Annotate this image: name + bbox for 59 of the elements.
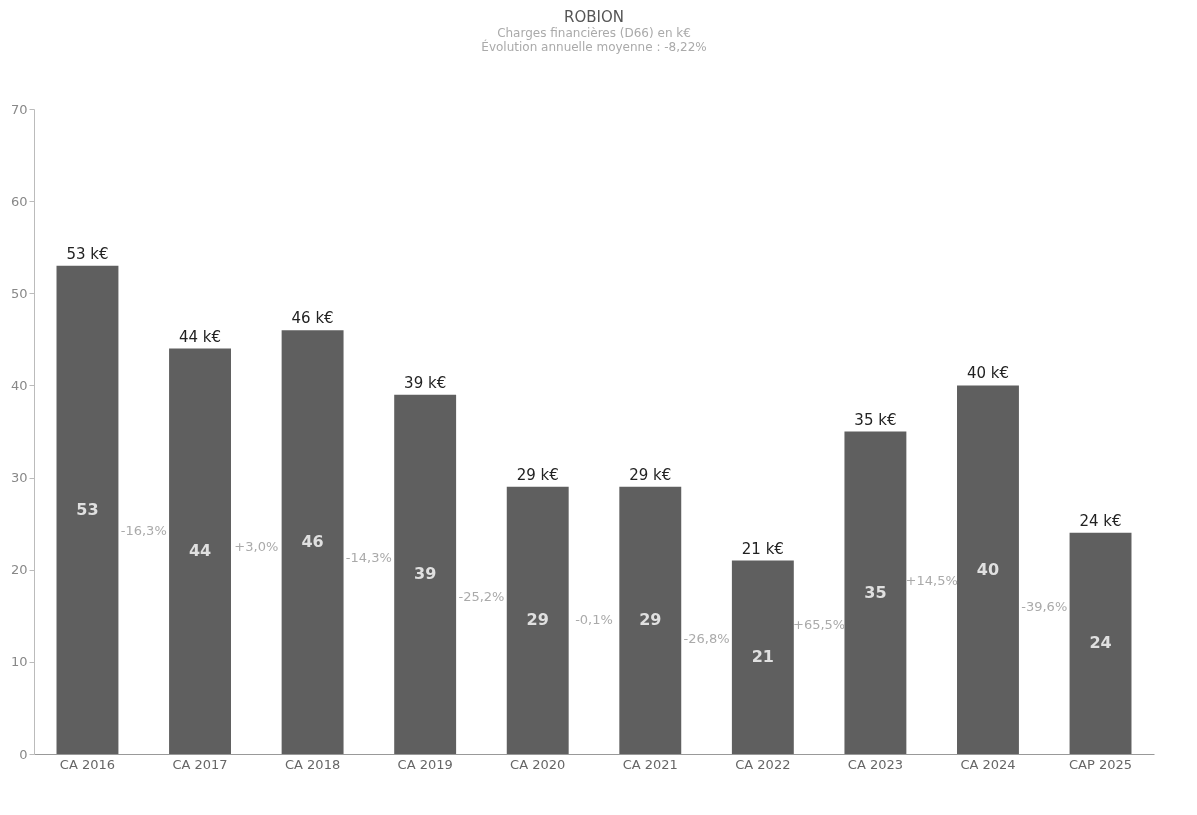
data-label: 29 <box>526 610 549 630</box>
x-tick-label: CA 2016 <box>59 756 116 772</box>
annotation: -14,3% <box>345 550 392 566</box>
y-tick-label: 0 <box>19 746 28 762</box>
x-tick-label: CAP 2025 <box>1069 756 1133 772</box>
annotation: 29 k€ <box>629 465 672 484</box>
data-label: 35 <box>864 582 887 602</box>
y-tick-label: 30 <box>10 470 28 486</box>
annotation: 40 k€ <box>966 364 1010 383</box>
annotation: -0,1% <box>575 612 613 628</box>
x-tick-label: CA 2020 <box>510 756 566 772</box>
annotation: +65,5% <box>793 617 846 632</box>
bar <box>281 330 344 754</box>
x-tick-label: CA 2022 <box>735 756 791 772</box>
data-label: 21 <box>751 647 774 667</box>
annotation: 24 k€ <box>1079 511 1122 530</box>
bar <box>169 348 231 754</box>
data-label: 44 <box>188 541 212 561</box>
y-tick-label: 50 <box>10 285 28 301</box>
bar <box>619 486 682 754</box>
annotation: 44 k€ <box>178 327 222 346</box>
data-label: 24 <box>1089 633 1112 653</box>
data-label: 40 <box>976 559 1000 579</box>
y-tick-label: 70 <box>10 101 28 117</box>
bar <box>394 394 457 754</box>
x-tick-label: CA 2018 <box>285 756 341 772</box>
annotation: -16,3% <box>120 522 167 538</box>
chart-subtitle: Charges financières (D66) en k€ Évolution annuelle moyenne : -8,22% <box>481 26 707 54</box>
y-tick-label: 20 <box>10 562 28 578</box>
annotation: +3,0% <box>234 538 279 554</box>
annotation: -25,2% <box>458 589 505 605</box>
annotation: +14,5% <box>905 573 958 589</box>
annotation: -26,8% <box>683 630 730 646</box>
x-tick-label: CA 2023 <box>847 756 903 772</box>
annotation: 35 k€ <box>854 410 897 429</box>
x-tick-label: CA 2024 <box>960 756 1016 772</box>
annotation: 39 k€ <box>404 373 447 392</box>
bar <box>506 486 569 754</box>
x-tick-label: CA 2019 <box>397 756 453 772</box>
y-tick-label: 10 <box>10 654 28 670</box>
annotation: 53 k€ <box>66 244 109 263</box>
bar <box>731 560 794 754</box>
x-tick-label: CA 2021 <box>622 756 678 772</box>
data-label: 39 <box>414 564 437 584</box>
data-label: 29 <box>639 610 662 630</box>
bar <box>844 431 907 754</box>
data-label: 46 <box>301 532 324 552</box>
x-tick-label: CA 2017 <box>172 756 228 772</box>
y-tick-label: 40 <box>10 377 28 393</box>
y-tick-label: 60 <box>10 193 28 209</box>
bar <box>957 385 1019 754</box>
annotation: -39,6% <box>1021 598 1068 614</box>
annotation: 21 k€ <box>741 539 784 558</box>
data-label: 53 <box>76 499 99 519</box>
annotation: 29 k€ <box>516 465 559 484</box>
bar <box>56 265 119 754</box>
chart-title: ROBION <box>564 8 624 26</box>
annotation: 46 k€ <box>291 309 334 328</box>
bar <box>1069 532 1132 754</box>
